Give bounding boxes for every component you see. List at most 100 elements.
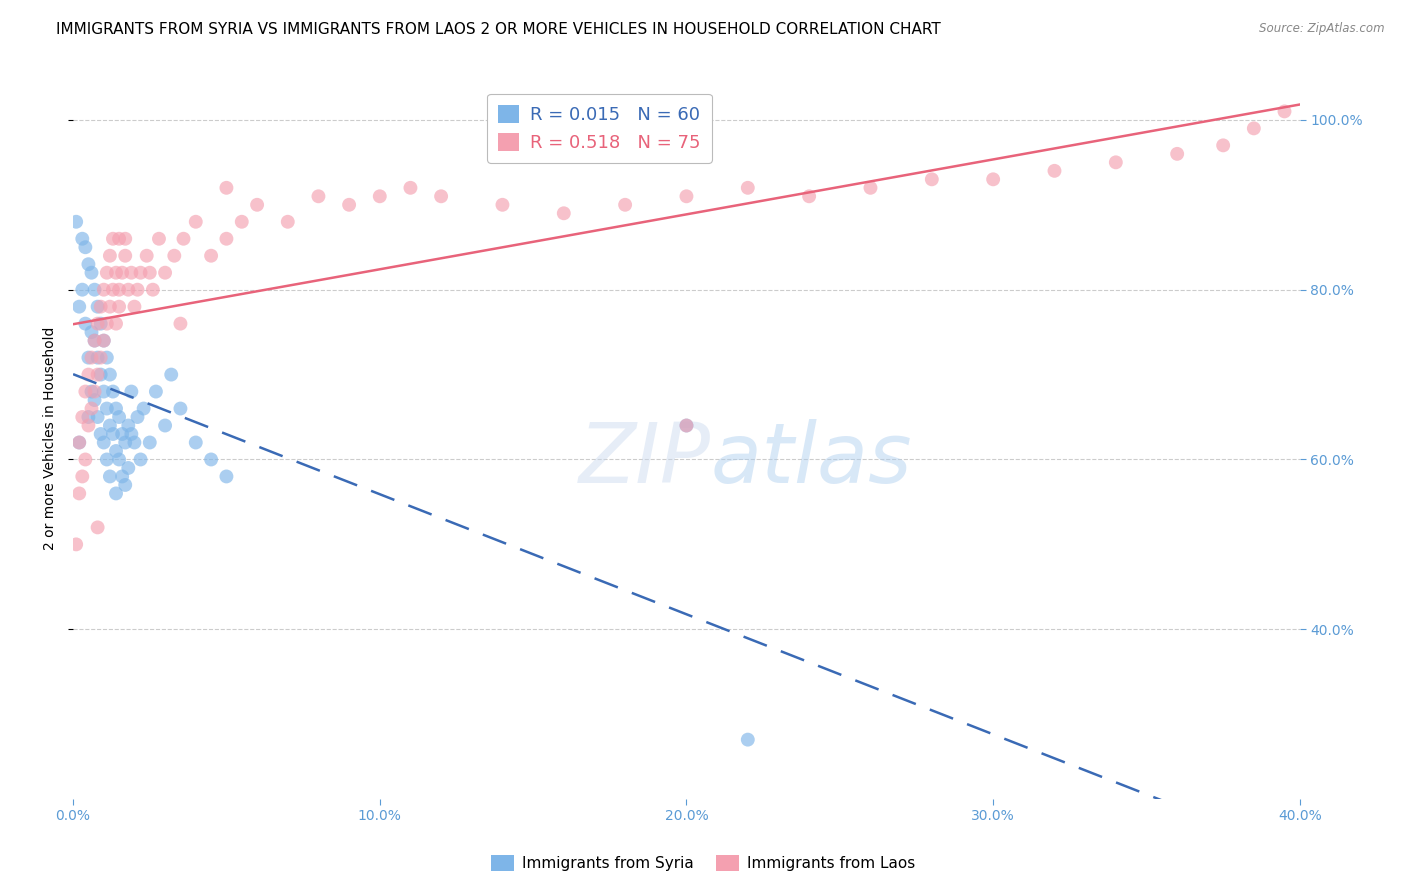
Point xyxy=(1243,121,1265,136)
Point xyxy=(108,283,131,297)
Point xyxy=(184,435,207,450)
Point xyxy=(160,368,183,382)
Point xyxy=(737,181,759,195)
Point xyxy=(120,266,142,280)
Point xyxy=(83,283,105,297)
Point xyxy=(169,401,191,416)
Point xyxy=(67,486,90,500)
Point xyxy=(1105,155,1128,169)
Point xyxy=(105,401,128,416)
Point xyxy=(75,240,97,254)
Point xyxy=(132,401,155,416)
Point xyxy=(117,418,139,433)
Point xyxy=(86,520,108,534)
Point xyxy=(215,232,238,246)
Point xyxy=(93,334,115,348)
Point xyxy=(96,452,118,467)
Point xyxy=(105,444,128,458)
Point xyxy=(108,452,131,467)
Point xyxy=(117,461,139,475)
Point xyxy=(67,300,90,314)
Y-axis label: 2 or more Vehicles in Household: 2 or more Vehicles in Household xyxy=(44,326,58,550)
Point xyxy=(80,401,103,416)
Point xyxy=(1043,164,1066,178)
Point xyxy=(101,384,124,399)
Point xyxy=(153,266,176,280)
Point xyxy=(105,317,128,331)
Point xyxy=(67,435,90,450)
Point xyxy=(108,300,131,314)
Point xyxy=(215,181,238,195)
Legend: R = 0.015   N = 60, R = 0.518   N = 75: R = 0.015 N = 60, R = 0.518 N = 75 xyxy=(486,94,711,163)
Point xyxy=(65,537,87,551)
Point xyxy=(553,206,575,220)
Point xyxy=(86,368,108,382)
Point xyxy=(139,435,162,450)
Point xyxy=(127,410,149,425)
Point xyxy=(98,469,121,483)
Point xyxy=(86,300,108,314)
Point xyxy=(75,317,97,331)
Point xyxy=(72,283,94,297)
Point xyxy=(93,334,115,348)
Point xyxy=(77,351,100,365)
Point xyxy=(135,249,157,263)
Point xyxy=(80,266,103,280)
Point xyxy=(200,249,222,263)
Point xyxy=(65,215,87,229)
Text: IMMIGRANTS FROM SYRIA VS IMMIGRANTS FROM LAOS 2 OR MORE VEHICLES IN HOUSEHOLD CO: IMMIGRANTS FROM SYRIA VS IMMIGRANTS FROM… xyxy=(56,22,941,37)
Point xyxy=(86,351,108,365)
Point xyxy=(117,283,139,297)
Point xyxy=(90,427,112,442)
Point xyxy=(173,232,195,246)
Point xyxy=(67,435,90,450)
Point xyxy=(93,435,115,450)
Point xyxy=(129,266,152,280)
Point xyxy=(108,410,131,425)
Point xyxy=(77,257,100,271)
Point xyxy=(184,215,207,229)
Point xyxy=(127,283,149,297)
Point xyxy=(307,189,329,203)
Point xyxy=(491,198,513,212)
Point xyxy=(80,325,103,339)
Point xyxy=(72,410,94,425)
Point xyxy=(98,300,121,314)
Point xyxy=(921,172,943,186)
Point xyxy=(614,198,637,212)
Point xyxy=(86,410,108,425)
Point xyxy=(399,181,422,195)
Point xyxy=(145,384,167,399)
Point xyxy=(231,215,253,229)
Point xyxy=(163,249,186,263)
Point xyxy=(96,317,118,331)
Point xyxy=(111,427,134,442)
Point xyxy=(114,435,136,450)
Point xyxy=(77,418,100,433)
Point xyxy=(120,427,142,442)
Point xyxy=(77,368,100,382)
Point xyxy=(101,283,124,297)
Legend: Immigrants from Syria, Immigrants from Laos: Immigrants from Syria, Immigrants from L… xyxy=(485,849,921,877)
Point xyxy=(1274,104,1296,119)
Point xyxy=(96,351,118,365)
Point xyxy=(111,469,134,483)
Point xyxy=(90,317,112,331)
Point xyxy=(98,418,121,433)
Point xyxy=(83,334,105,348)
Point xyxy=(859,181,882,195)
Point xyxy=(169,317,191,331)
Point xyxy=(108,232,131,246)
Point xyxy=(72,232,94,246)
Point xyxy=(72,469,94,483)
Point xyxy=(101,427,124,442)
Point xyxy=(797,189,820,203)
Point xyxy=(1166,146,1188,161)
Point xyxy=(200,452,222,467)
Point xyxy=(215,469,238,483)
Point xyxy=(124,435,146,450)
Text: ZIP: ZIP xyxy=(579,419,711,500)
Point xyxy=(98,368,121,382)
Point xyxy=(430,189,453,203)
Point xyxy=(105,486,128,500)
